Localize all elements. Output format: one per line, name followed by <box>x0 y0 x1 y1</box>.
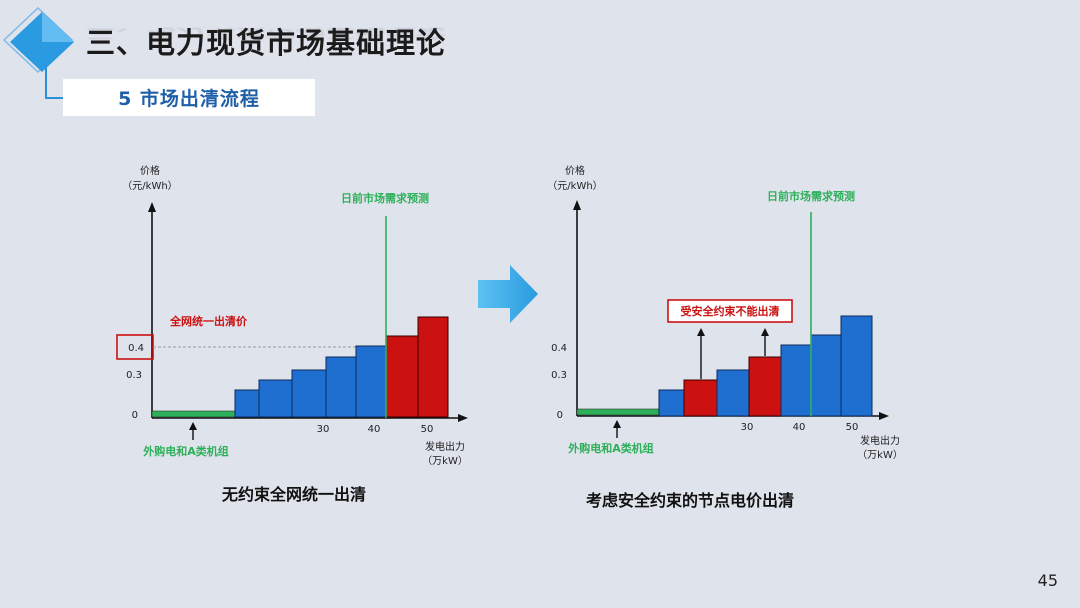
right-arrow-icon <box>478 265 538 323</box>
bar-2 <box>683 379 718 417</box>
bar-3 <box>716 369 750 417</box>
x-tick-40: 40 <box>793 422 806 433</box>
chart-right: 价格 （元/kWh） 0 0.3 0.4 受安全约束不能出清 日前市场需求预测 … <box>525 150 905 480</box>
bar-5 <box>355 345 387 418</box>
bar-7 <box>417 316 449 418</box>
bar-6 <box>810 334 842 417</box>
bar-supply-base <box>576 408 660 416</box>
y-axis-label: 价格 <box>140 164 160 177</box>
clearing-price-label: 全网统一出清价 <box>169 314 248 328</box>
supply-label: 外购电和A类机组 <box>142 444 229 458</box>
bar-supply-base <box>151 410 236 418</box>
x-tick-40: 40 <box>368 424 381 435</box>
y-tick-0: 0 <box>132 410 138 421</box>
x-axis-label: 发电出力 <box>860 434 900 447</box>
bar-6 <box>385 335 419 418</box>
chart-left-svg: 价格 （元/kWh） 0 0.3 0.4 全网统一出清价 日前市场需求预测 30… <box>116 164 468 467</box>
bar-7 <box>840 315 873 417</box>
x-tick-50: 50 <box>421 424 434 435</box>
x-tick-50: 50 <box>846 422 859 433</box>
y-tick-0: 0 <box>557 410 563 421</box>
y-axis-label: 价格 <box>565 164 585 177</box>
x-axis-unit: （万kW） <box>857 449 903 461</box>
demand-forecast-label: 日前市场需求预测 <box>767 189 855 203</box>
bar-4 <box>325 356 357 418</box>
bar-3 <box>291 369 327 418</box>
supply-pointer-head <box>189 422 197 430</box>
bar-2 <box>258 379 293 418</box>
y-tick-0.3: 0.3 <box>551 370 567 381</box>
page-title: 三、电力现货市场基础理论 <box>86 26 447 60</box>
x-tick-30: 30 <box>741 422 754 433</box>
bar-1 <box>234 389 260 418</box>
chart-left: 价格 （元/kWh） 0 0.3 0.4 全网统一出清价 日前市场需求预测 30… <box>100 150 480 480</box>
supply-pointer-head <box>613 420 621 428</box>
x-tick-30: 30 <box>317 424 330 435</box>
x-axis-unit: （万kW） <box>422 455 468 467</box>
x-axis-label: 发电出力 <box>425 440 465 453</box>
caption-left: 无约束全网统一出清 <box>222 485 367 504</box>
subtitle-box: 5 市场出清流程 <box>63 79 315 116</box>
constraint-arrow-2-head <box>761 328 769 336</box>
y-axis-arrow <box>573 200 581 210</box>
chart-right-svg: 价格 （元/kWh） 0 0.3 0.4 受安全约束不能出清 日前市场需求预测 … <box>547 164 903 461</box>
y-axis-unit: （元/kWh） <box>122 180 177 192</box>
subtitle: 5 市场出清流程 <box>118 88 260 110</box>
page-number: 45 <box>1037 571 1058 590</box>
demand-forecast-label: 日前市场需求预测 <box>341 191 429 205</box>
bar-1 <box>658 389 685 417</box>
x-axis-arrow <box>879 412 889 420</box>
constraint-label: 受安全约束不能出清 <box>681 304 780 318</box>
constraint-box <box>667 299 793 323</box>
supply-label: 外购电和A类机组 <box>567 441 654 455</box>
y-axis-unit: （元/kWh） <box>547 180 602 192</box>
y-tick-0.3: 0.3 <box>126 370 142 381</box>
bar-5 <box>780 344 812 417</box>
x-axis-arrow <box>458 414 468 422</box>
bar-4 <box>748 356 782 417</box>
caption-right: 考虑安全约束的节点电价出清 <box>586 491 795 510</box>
y-tick-0.4: 0.4 <box>551 343 567 354</box>
y-axis-arrow <box>148 202 156 212</box>
diamond-logo-icon <box>2 6 74 99</box>
constraint-arrow-1-head <box>697 328 705 336</box>
y-tick-0.4: 0.4 <box>128 343 144 354</box>
